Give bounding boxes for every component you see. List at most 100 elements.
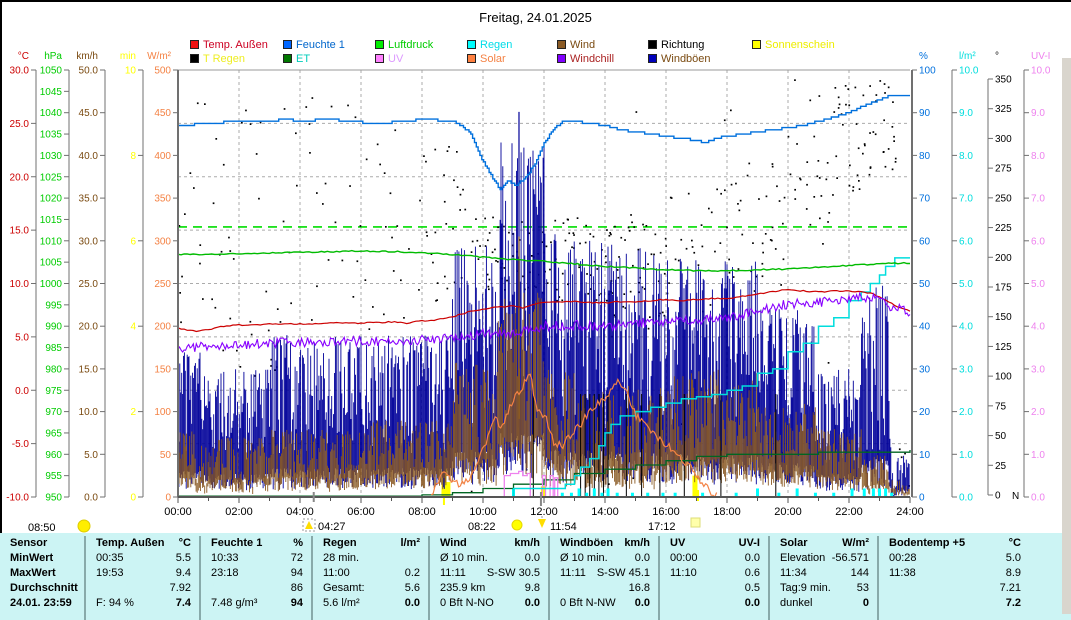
stat-value: 144 (850, 567, 869, 579)
stat-time: 5.6 l/m² (323, 597, 360, 609)
svg-text:990: 990 (45, 322, 62, 333)
stat-time: 0 Bft N-NW (560, 597, 616, 609)
svg-text:-5.0: -5.0 (12, 439, 30, 450)
svg-text:1015: 1015 (40, 215, 63, 226)
column-name: Wind (440, 537, 467, 549)
legend-item-luftdruck: Luftdruck (375, 39, 433, 51)
table-column-solar: Solar W/m² Elevation -56.571 11:34 144 Tag:9 m… (768, 536, 877, 620)
sonnenschein-swatch-icon (752, 40, 761, 49)
stat-time: Tag:9 min. (780, 582, 831, 594)
svg-text:10.0: 10.0 (79, 407, 99, 418)
series-et (178, 450, 911, 497)
stat-value: 9.4 (175, 567, 191, 579)
stat-time: 0 Bft N-NO (440, 597, 494, 609)
sunset-icon (690, 517, 701, 528)
svg-text:50: 50 (160, 450, 172, 461)
svg-text:25.0: 25.0 (79, 279, 99, 290)
column-name: Windböen (560, 537, 614, 549)
svg-text:%: % (919, 51, 928, 62)
solar-swatch-icon (467, 54, 476, 63)
stat-value: 7.21 (999, 582, 1021, 594)
stat-time: 11:38 (889, 567, 916, 579)
svg-text:9.0: 9.0 (959, 108, 973, 119)
svg-text:90: 90 (919, 108, 931, 119)
stat-time: Ø 10 min. (440, 552, 488, 564)
column-header: Bodentemp +5 °C (879, 536, 1029, 551)
stat-time: 11:10 (670, 567, 697, 579)
svg-text:08:22: 08:22 (468, 521, 496, 533)
svg-text:°C: °C (18, 51, 29, 62)
stat-row-avg: Tag:9 min. 53 (770, 581, 877, 596)
stat-time: Elevation (780, 552, 826, 564)
stat-value: 0.0 (634, 552, 650, 564)
svg-text:40.0: 40.0 (79, 151, 99, 162)
stat-value: 0.0 (744, 597, 760, 609)
column-content: Feuchte 1% 10:33 72 23:18 94 86 7.48 g/m³ 94 (201, 536, 311, 611)
series-luftdruck (177, 249, 910, 273)
svg-text:00:00: 00:00 (164, 506, 192, 518)
stat-row-min: 00:00 0.0 (660, 551, 768, 566)
svg-text:10:00: 10:00 (469, 506, 497, 518)
svg-text:25.0: 25.0 (10, 119, 30, 130)
stat-value: 53 (856, 582, 869, 594)
svg-text:30.0: 30.0 (79, 236, 99, 247)
stat-value: 0 (862, 597, 869, 609)
stat-value: 16.8 (628, 582, 650, 594)
svg-text:100: 100 (154, 407, 171, 418)
stat-row-cur: 0.0 (660, 596, 768, 611)
et-swatch-icon (283, 54, 292, 63)
stat-row-cur: dunkel 0 (770, 596, 877, 611)
svg-text:N: N (1012, 491, 1019, 502)
legend-label: Windböen (661, 52, 711, 65)
column-name: Feuchte 1 (211, 537, 263, 549)
row-label: Sensor (10, 537, 48, 549)
table-column-feuchte-1: Feuchte 1% 10:33 72 23:18 94 86 7.48 g/m³ 94 (199, 536, 311, 620)
legend-item-windchill: Windchill (557, 53, 614, 65)
stat-row-max: 11:10 0.6 (660, 566, 768, 581)
svg-text:1000: 1000 (40, 279, 63, 290)
column-unit: l/m² (400, 537, 420, 549)
legend-label: ET (296, 52, 311, 65)
svg-text:2.0: 2.0 (959, 407, 973, 418)
svg-text:10.0: 10.0 (1031, 66, 1051, 77)
svg-text:45.0: 45.0 (79, 108, 99, 119)
svg-text:0: 0 (130, 493, 136, 504)
svg-text:8.0: 8.0 (959, 151, 973, 162)
svg-text:20.0: 20.0 (79, 322, 99, 333)
stat-value: 0.5 (744, 582, 760, 594)
svg-text:5.0: 5.0 (959, 279, 973, 290)
svg-text:W/m²: W/m² (147, 51, 172, 62)
stat-time (879, 581, 889, 596)
legend-item-temp-au-en: Temp. Außen (190, 39, 268, 51)
window-right-border (1062, 58, 1071, 614)
column-unit: UV-I (738, 537, 760, 549)
svg-text:70: 70 (919, 194, 931, 205)
column-unit: W/m² (842, 537, 869, 549)
svg-text:3.0: 3.0 (959, 364, 973, 375)
legend-label: Sonnenschein (765, 38, 835, 51)
column-header: Regen l/m² (313, 536, 428, 551)
series-temp-aussen (177, 288, 911, 333)
svg-text:hPa: hPa (44, 51, 62, 62)
series-solar (430, 373, 718, 499)
svg-text:995: 995 (45, 300, 62, 311)
table-row-label: Durchschnitt (0, 581, 84, 596)
stat-value: S-SW 45.1 (596, 567, 650, 579)
stat-value: 0.0 (634, 597, 650, 609)
svg-text:11:54: 11:54 (550, 521, 577, 533)
svg-text:975: 975 (45, 386, 62, 397)
legend-label: Richtung (661, 38, 705, 51)
stat-row-min: Ø 10 min. 0.0 (550, 551, 658, 566)
stat-row-min: 00:28 5.0 (879, 551, 1029, 566)
column-header: Wind km/h (430, 536, 548, 551)
svg-text:l/m²: l/m² (959, 51, 976, 62)
svg-text:150: 150 (154, 364, 171, 375)
svg-text:300: 300 (154, 236, 171, 247)
stat-value: 7.92 (169, 582, 191, 594)
row-label: 24.01. 23:59 (10, 597, 72, 609)
svg-text:970: 970 (45, 407, 62, 418)
column-name: UV (670, 537, 686, 549)
stat-time: 00:00 (670, 552, 698, 564)
stat-time: Ø 10 min. (560, 552, 608, 564)
